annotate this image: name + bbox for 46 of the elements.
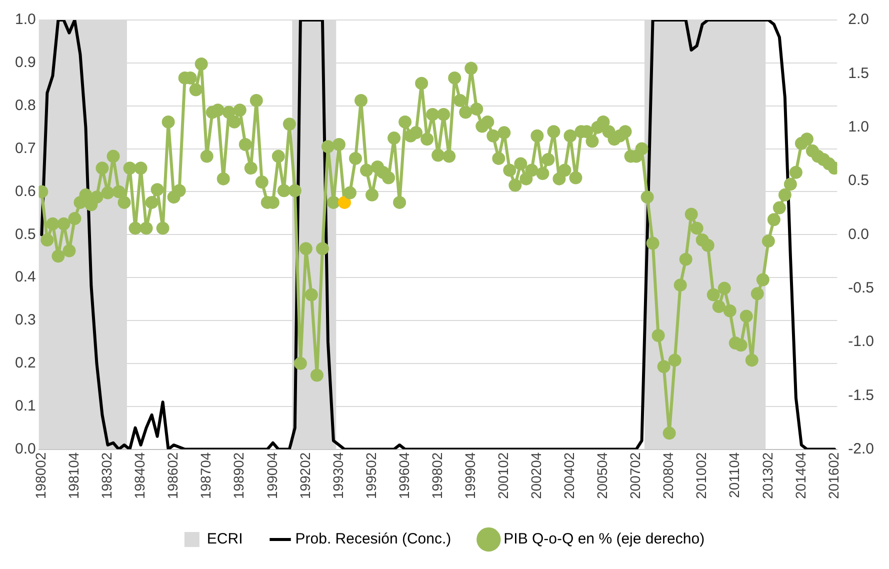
x-tick-label: 198104 (66, 452, 82, 499)
y2-tick-label: -2.0 (848, 440, 874, 458)
legend-label: PIB Q-o-Q en % (eje derecho) (504, 530, 705, 548)
y2-tick-label: 0.0 (848, 226, 870, 243)
legend-label: ECRI (206, 530, 243, 548)
y2-tick-label: 1.0 (848, 118, 870, 136)
y2-tick-label: 1.5 (848, 64, 870, 82)
y-tick-label: 0.1 (14, 397, 36, 414)
x-tick-label: 201302 (759, 452, 776, 499)
y2-tick-label: 2.0 (848, 11, 870, 28)
x-tick-label: 198602 (164, 452, 181, 499)
x-tick-label: 200804 (660, 452, 676, 499)
y-tick-label: 1.0 (14, 11, 36, 28)
x-tick-label: 199802 (428, 452, 445, 499)
y-tick-label: 0.8 (14, 96, 36, 114)
x-tick-label: 199004 (264, 452, 280, 499)
y-tick-label: 0.9 (14, 54, 36, 72)
y-tick-label: 0.3 (14, 312, 36, 329)
x-tick-label: 199904 (462, 452, 478, 499)
x-tick-label: 198302 (98, 452, 115, 499)
y-tick-label: 0.4 (14, 268, 36, 286)
x-tick-label: 198404 (132, 452, 148, 499)
x-tick-label: 199502 (362, 452, 379, 499)
x-tick-label: 200504 (594, 452, 610, 499)
x-tick-label: 201104 (726, 452, 742, 498)
x-tick-label: 201002 (693, 452, 710, 499)
x-tick-label: 199604 (396, 452, 412, 499)
x-tick-label: 198902 (230, 452, 247, 499)
x-tick-label: 201404 (792, 452, 808, 499)
y2-tick-label: 0.5 (848, 172, 870, 190)
x-tick-label: 200102 (495, 452, 511, 499)
x-tick-label: 199304 (330, 452, 346, 499)
y-tick-label: 0.2 (14, 354, 36, 372)
x-tick-label: 200702 (627, 452, 644, 499)
x-tick-label: 200402 (561, 452, 578, 499)
x-tick-label: 201602 (825, 452, 842, 499)
legend-label: Prob. Recesión (Conc.) (295, 530, 452, 548)
y-tick-label: 0.7 (14, 140, 36, 157)
y-tick-label: 0.5 (14, 226, 36, 243)
x-tick-label: 199202 (296, 452, 313, 499)
y2-tick-label: -0.5 (848, 279, 874, 296)
y-tick-label: 0.6 (14, 182, 36, 200)
y2-tick-label: -1.0 (848, 333, 874, 350)
x-tick-label: 198704 (198, 452, 214, 499)
x-tick-label: 200204 (528, 452, 544, 499)
y2-tick-label: -1.5 (848, 386, 874, 404)
